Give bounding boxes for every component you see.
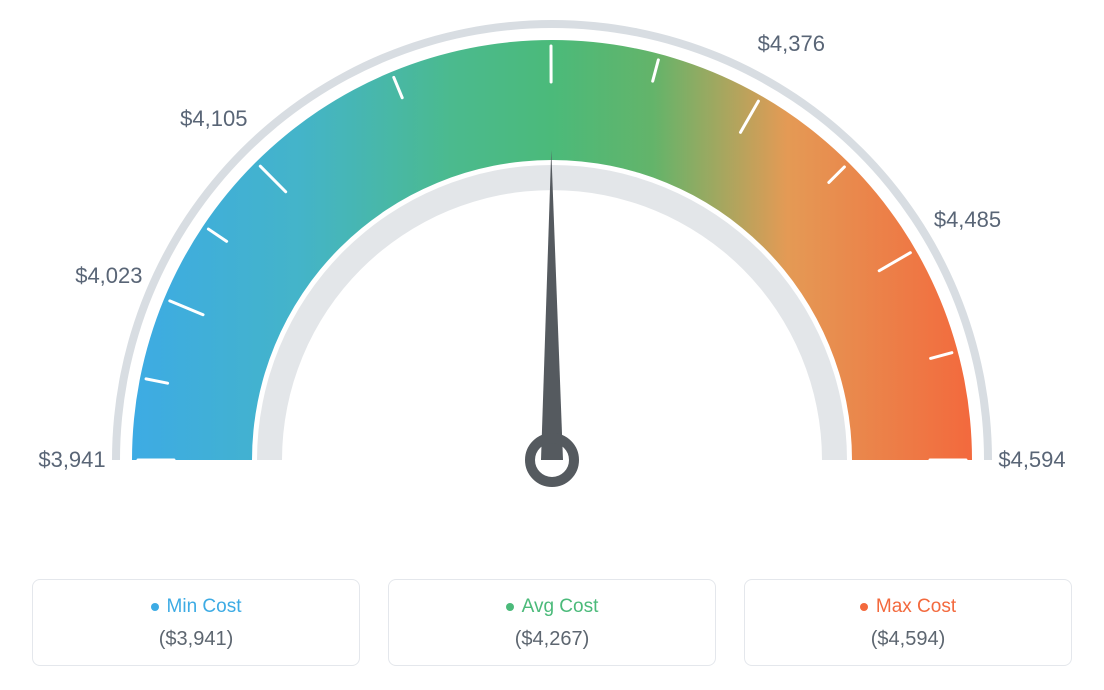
gauge-tick-label: $3,941 xyxy=(38,447,105,473)
legend-card-min: Min Cost ($3,941) xyxy=(32,579,360,666)
legend-title-avg: Avg Cost xyxy=(506,596,599,618)
legend-value-max: ($4,594) xyxy=(757,628,1059,651)
legend-row: Min Cost ($3,941) Avg Cost ($4,267) Max … xyxy=(32,579,1072,666)
legend-value-min: ($3,941) xyxy=(45,628,347,651)
gauge-tick-label: $4,023 xyxy=(75,263,142,289)
legend-card-avg: Avg Cost ($4,267) xyxy=(388,579,716,666)
legend-value-avg: ($4,267) xyxy=(401,628,703,651)
legend-title-max: Max Cost xyxy=(860,596,956,618)
legend-card-max: Max Cost ($4,594) xyxy=(744,579,1072,666)
dot-icon-min xyxy=(151,603,159,611)
dot-icon-avg xyxy=(506,603,514,611)
gauge-chart: $3,941$4,023$4,105$4,267$4,376$4,485$4,5… xyxy=(0,0,1104,560)
legend-title-avg-text: Avg Cost xyxy=(522,596,599,618)
gauge-svg xyxy=(0,0,1104,560)
gauge-tick-label: $4,105 xyxy=(180,106,247,132)
gauge-tick-label: $4,376 xyxy=(758,31,825,57)
legend-title-min: Min Cost xyxy=(151,596,242,618)
legend-title-max-text: Max Cost xyxy=(876,596,956,618)
gauge-tick-label: $4,594 xyxy=(998,447,1065,473)
gauge-tick-label: $4,485 xyxy=(934,207,1001,233)
dot-icon-max xyxy=(860,603,868,611)
legend-title-min-text: Min Cost xyxy=(167,596,242,618)
